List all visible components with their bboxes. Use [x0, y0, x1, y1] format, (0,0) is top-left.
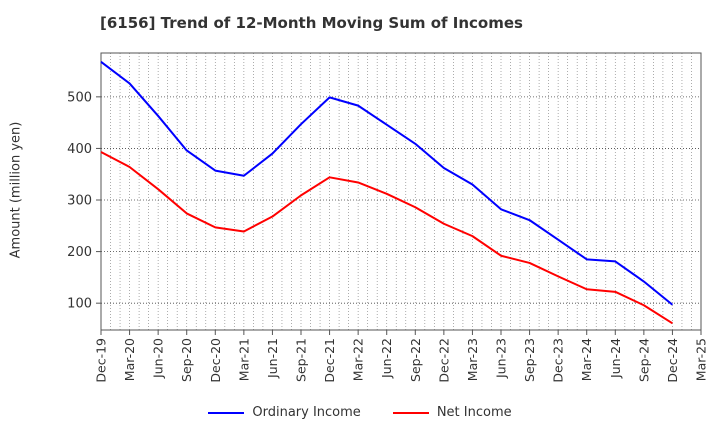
legend-item-net-income: Net Income [392, 405, 512, 420]
x-tick-label: Mar-21 [236, 338, 251, 381]
chart-title: [6156] Trend of 12-Month Moving Sum of I… [100, 14, 523, 32]
x-tick-label: Dec-21 [322, 338, 337, 383]
x-tick-label: Dec-22 [436, 338, 451, 383]
legend-swatch-ordinary-income [208, 411, 245, 414]
x-tick-label: Jun-24 [608, 338, 623, 379]
x-tick-label: Dec-19 [94, 338, 109, 383]
legend-label-ordinary-income: Ordinary Income [252, 405, 361, 420]
series-line-net-income [100, 151, 673, 325]
y-tick-label: 500 [67, 90, 92, 105]
x-tick-label: Sep-20 [179, 338, 194, 382]
x-tick-label: Jun-23 [494, 338, 509, 379]
legend-swatch-net-income [392, 411, 429, 414]
y-tick-label: 100 [67, 297, 92, 312]
x-tick-label: Jun-20 [151, 338, 166, 379]
x-tick-label: Jun-21 [265, 338, 280, 379]
x-tick-label: Sep-22 [408, 338, 423, 382]
x-tick-label: Dec-20 [208, 338, 223, 383]
x-tick-label: Sep-21 [294, 338, 309, 382]
x-tick-label: Mar-22 [351, 338, 366, 381]
x-tick-label: Sep-23 [522, 338, 537, 382]
x-tick-label: Mar-23 [465, 338, 480, 381]
x-tick-label: Jun-22 [379, 338, 394, 379]
x-tick-label: Dec-23 [551, 338, 566, 383]
y-tick-label: 200 [67, 245, 92, 260]
x-tick-label: Dec-24 [665, 338, 680, 383]
plot-area [100, 52, 702, 331]
legend-item-ordinary-income: Ordinary Income [208, 405, 361, 420]
x-tick-label: Mar-25 [694, 338, 709, 381]
x-tick-label: Sep-24 [636, 338, 651, 382]
y-tick-label: 400 [67, 142, 92, 157]
y-tick-label: 300 [67, 194, 92, 209]
legend: Ordinary Income Net Income [0, 405, 720, 420]
legend-label-net-income: Net Income [436, 405, 512, 420]
x-tick-label: Mar-24 [579, 338, 594, 381]
x-tick-label: Mar-20 [122, 338, 137, 381]
